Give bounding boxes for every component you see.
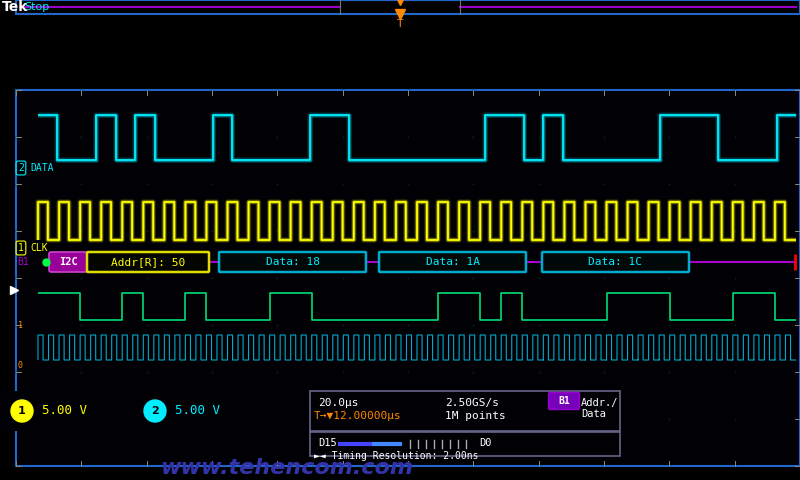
Bar bbox=[16, 0, 800, 14]
Text: Data: 18: Data: 18 bbox=[266, 257, 319, 267]
Text: Data: 1A: Data: 1A bbox=[426, 257, 479, 267]
Circle shape bbox=[11, 400, 33, 422]
Text: 5.00 V: 5.00 V bbox=[42, 405, 87, 418]
Text: Data: 1C: Data: 1C bbox=[589, 257, 642, 267]
Text: 1: 1 bbox=[18, 321, 23, 329]
Text: B1: B1 bbox=[558, 396, 570, 406]
Text: 2.50GS/s: 2.50GS/s bbox=[445, 398, 499, 408]
Circle shape bbox=[144, 400, 166, 422]
Text: Stop: Stop bbox=[24, 2, 50, 12]
FancyBboxPatch shape bbox=[549, 393, 579, 409]
Text: Addr./: Addr./ bbox=[581, 398, 618, 408]
Text: 2: 2 bbox=[18, 163, 24, 173]
Text: D15: D15 bbox=[318, 438, 337, 448]
FancyBboxPatch shape bbox=[49, 252, 87, 272]
Text: Data: Data bbox=[581, 409, 606, 419]
Text: T: T bbox=[397, 19, 404, 29]
FancyBboxPatch shape bbox=[87, 252, 209, 272]
Text: Tek: Tek bbox=[2, 0, 28, 14]
Text: 0: 0 bbox=[18, 360, 23, 370]
FancyBboxPatch shape bbox=[219, 252, 366, 272]
Text: 5.00 V: 5.00 V bbox=[175, 405, 220, 418]
Bar bbox=[0, 391, 305, 431]
Text: 20.0μs: 20.0μs bbox=[318, 398, 358, 408]
Text: 1M points: 1M points bbox=[445, 411, 506, 421]
FancyBboxPatch shape bbox=[310, 391, 620, 431]
FancyBboxPatch shape bbox=[542, 252, 689, 272]
Text: ►◄ Timing Resolution: 2.00ns: ►◄ Timing Resolution: 2.00ns bbox=[314, 451, 478, 461]
Text: www.tehencom.com: www.tehencom.com bbox=[160, 458, 413, 478]
Text: D0: D0 bbox=[479, 438, 491, 448]
Text: CLK: CLK bbox=[30, 243, 48, 253]
Text: T→▼12.00000μs: T→▼12.00000μs bbox=[314, 411, 402, 421]
Text: 2: 2 bbox=[151, 406, 159, 416]
Text: 1: 1 bbox=[18, 243, 24, 253]
Bar bbox=[16, 90, 800, 466]
Text: I2C: I2C bbox=[58, 257, 78, 267]
Text: 1: 1 bbox=[18, 406, 26, 416]
Text: Addr[R]: 50: Addr[R]: 50 bbox=[111, 257, 185, 267]
Text: B1: B1 bbox=[17, 257, 29, 267]
Text: DATA: DATA bbox=[30, 163, 54, 173]
FancyBboxPatch shape bbox=[379, 252, 526, 272]
FancyBboxPatch shape bbox=[310, 432, 620, 456]
